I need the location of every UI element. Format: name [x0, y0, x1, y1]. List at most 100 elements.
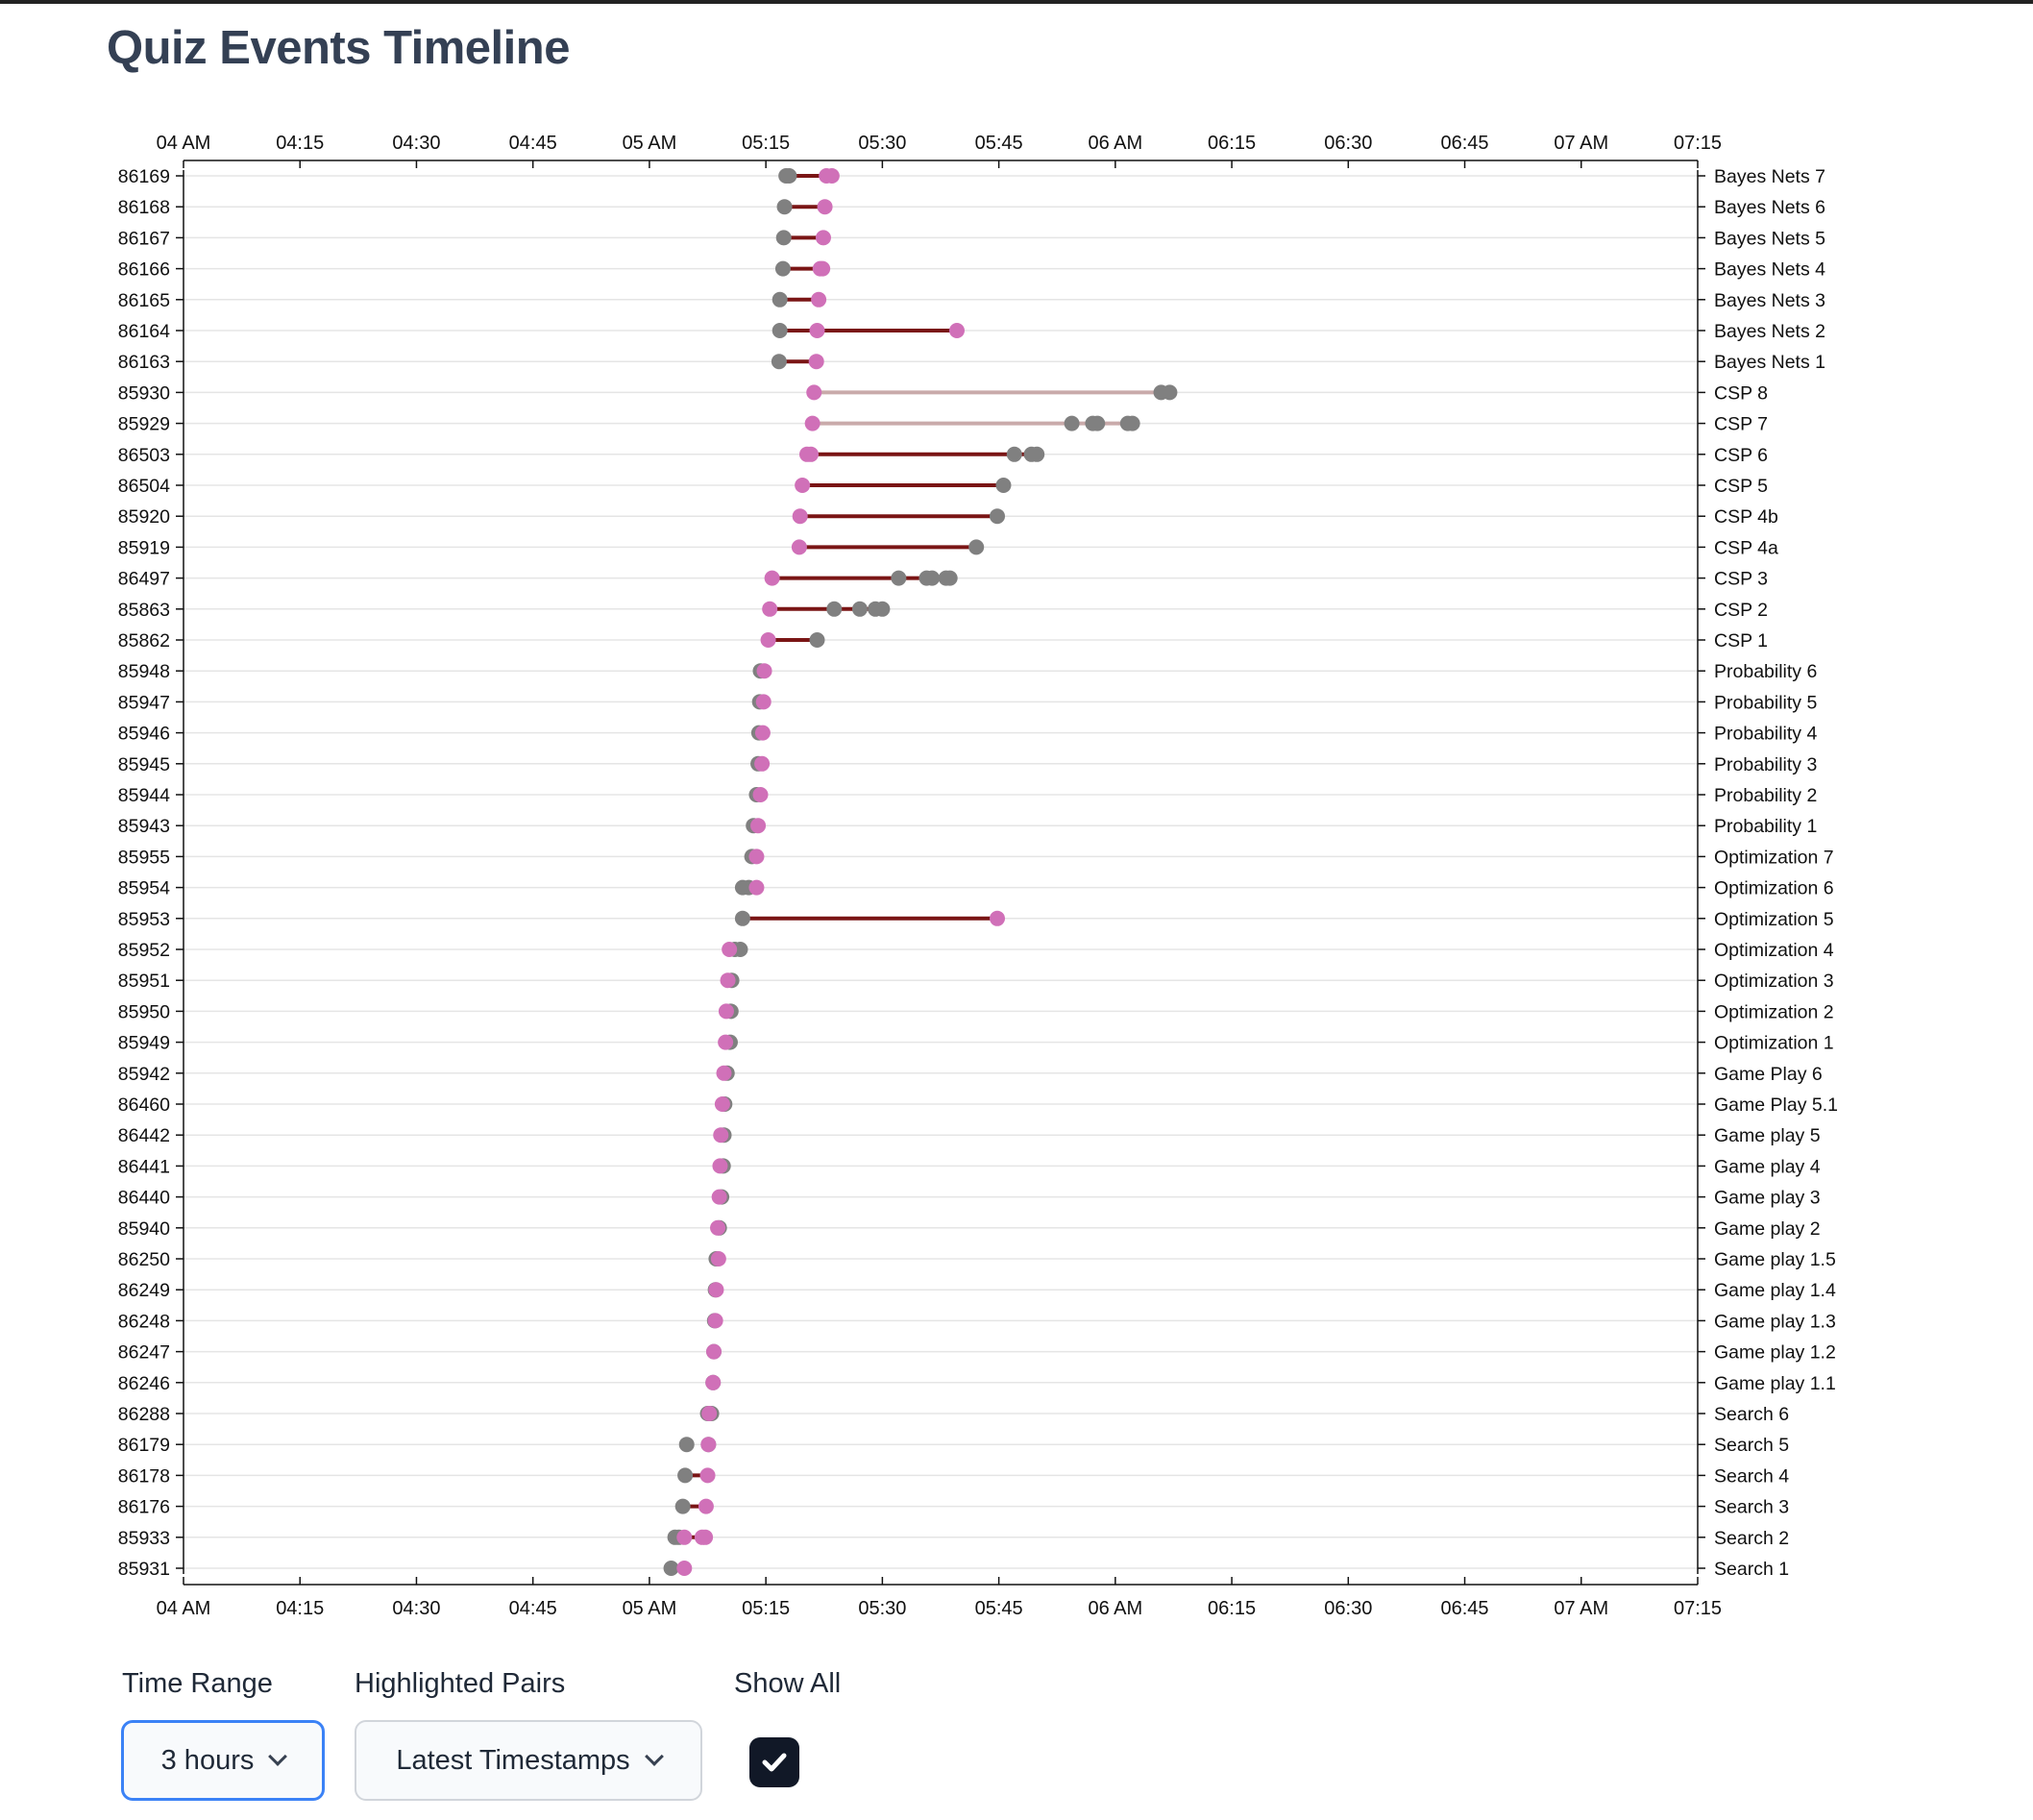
row-name-label: CSP 2	[1714, 600, 1768, 621]
row-id-label: 86503	[118, 445, 170, 466]
x-tick-label-top: 06:45	[1441, 133, 1489, 154]
row-name-label: Game play 5	[1714, 1125, 1821, 1146]
start-event-dot	[1124, 415, 1140, 431]
row-id-label: 86168	[118, 197, 170, 218]
start-event-dot	[772, 323, 788, 338]
row-name-label: Game play 1.2	[1714, 1342, 1836, 1364]
row-name-label: Search 6	[1714, 1404, 1789, 1425]
start-event-dot	[678, 1437, 695, 1453]
x-tick-label-top: 07:15	[1674, 133, 1722, 154]
end-event-dot	[823, 168, 840, 184]
start-event-dot	[772, 291, 788, 307]
x-tick-label-top: 04:45	[509, 133, 557, 154]
start-event-dot	[771, 354, 787, 370]
x-tick-label-top: 05:15	[742, 133, 790, 154]
row-name-label: Bayes Nets 6	[1714, 197, 1825, 218]
row-name-label: Optimization 5	[1714, 909, 1834, 930]
start-event-dot	[732, 942, 748, 957]
row-id-label: 86442	[118, 1125, 170, 1146]
end-event-dot	[707, 1313, 723, 1329]
x-tick-label-bottom: 04:15	[276, 1598, 324, 1619]
row-id-label: 85951	[118, 971, 170, 992]
highlighted-pairs-label: Highlighted Pairs	[355, 1668, 566, 1699]
row-id-label: 86288	[118, 1404, 170, 1425]
end-event-dot	[754, 725, 771, 741]
row-name-label: CSP 6	[1714, 445, 1768, 466]
start-event-dot	[874, 601, 891, 617]
x-tick-label-bottom: 04:30	[392, 1598, 440, 1619]
end-event-dot	[755, 694, 772, 710]
row-id-label: 86163	[118, 352, 170, 373]
start-event-dot	[924, 570, 941, 586]
start-event-dot	[1162, 384, 1178, 401]
x-tick-label-top: 05 AM	[623, 133, 677, 154]
row-id-label: 85931	[118, 1559, 170, 1580]
start-event-dot	[775, 230, 792, 246]
end-event-dot	[791, 539, 807, 555]
row-id-label: 86246	[118, 1373, 170, 1394]
top-border	[0, 0, 2033, 4]
row-id-label: 86176	[118, 1497, 170, 1518]
row-id-label: 85945	[118, 754, 170, 775]
row-name-label: Probability 1	[1714, 816, 1817, 837]
row-name-label: Bayes Nets 4	[1714, 259, 1825, 281]
row-id-label: 86165	[118, 290, 170, 311]
row-id-label: 85954	[118, 878, 170, 899]
row-name-label: Game Play 6	[1714, 1064, 1823, 1085]
end-event-dot	[764, 570, 780, 586]
start-event-dot	[995, 478, 1012, 493]
end-event-dot	[792, 508, 808, 525]
end-event-dot	[710, 1251, 726, 1267]
end-event-dot	[795, 478, 811, 493]
start-event-dot	[774, 260, 791, 277]
start-event-dot	[1006, 446, 1022, 462]
start-event-dot	[734, 910, 750, 926]
highlighted-pairs-select[interactable]: Latest Timestamps	[355, 1720, 702, 1801]
start-event-dot	[674, 1498, 691, 1514]
end-event-dot	[748, 849, 765, 865]
x-tick-label-top: 06:30	[1324, 133, 1372, 154]
row-id-label: 86249	[118, 1280, 170, 1301]
end-event-dot	[804, 415, 821, 431]
row-id-label: 86179	[118, 1435, 170, 1456]
x-tick-label-bottom: 05:30	[858, 1598, 906, 1619]
x-tick-label-bottom: 07 AM	[1554, 1598, 1608, 1619]
x-tick-label-top: 05:45	[975, 133, 1023, 154]
end-event-dot	[752, 787, 769, 802]
row-id-label: 85949	[118, 1033, 170, 1054]
end-event-dot	[817, 199, 833, 215]
row-name-label: Optimization 2	[1714, 1001, 1834, 1022]
end-event-dot	[750, 818, 767, 834]
row-id-label: 86504	[118, 476, 170, 497]
row-id-label: 85933	[118, 1528, 170, 1549]
end-event-dot	[698, 1529, 714, 1545]
row-id-label: 86460	[118, 1094, 170, 1116]
row-name-label: Optimization 1	[1714, 1033, 1834, 1054]
start-event-dot	[1029, 446, 1045, 462]
end-event-dot	[748, 879, 765, 896]
x-tick-label-top: 04 AM	[157, 133, 211, 154]
time-range-label: Time Range	[122, 1668, 273, 1699]
row-id-label: 85930	[118, 382, 170, 404]
x-tick-label-bottom: 05:45	[975, 1598, 1023, 1619]
end-event-dot	[722, 942, 738, 957]
row-id-label: 86166	[118, 259, 170, 281]
row-name-label: Probability 5	[1714, 692, 1817, 713]
row-id-label: 86169	[118, 166, 170, 187]
end-event-dot	[815, 230, 831, 246]
show-all-checkbox[interactable]	[749, 1737, 799, 1787]
row-name-label: Optimization 6	[1714, 878, 1834, 899]
row-name-label: Probability 6	[1714, 661, 1817, 682]
row-id-label: 86250	[118, 1249, 170, 1270]
end-event-dot	[716, 1065, 732, 1081]
row-name-label: Optimization 7	[1714, 847, 1834, 868]
time-range-select[interactable]: 3 hours	[121, 1720, 325, 1801]
end-event-dot	[711, 1189, 727, 1205]
start-event-dot	[781, 168, 797, 184]
x-tick-label-bottom: 04:45	[509, 1598, 557, 1619]
row-name-label: Optimization 4	[1714, 940, 1834, 961]
x-tick-label-bottom: 06:30	[1324, 1598, 1372, 1619]
row-name-label: Probability 4	[1714, 724, 1817, 745]
end-event-dot	[698, 1498, 714, 1514]
end-event-dot	[762, 601, 778, 617]
